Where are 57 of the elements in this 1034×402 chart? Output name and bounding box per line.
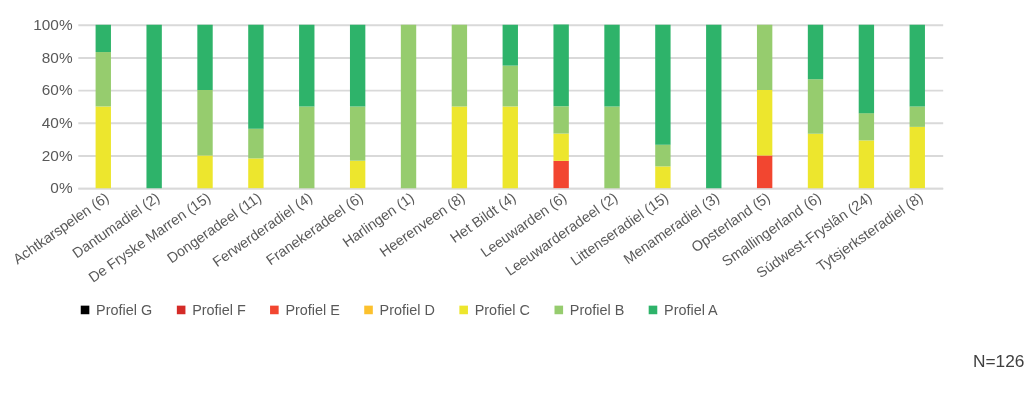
y-tick-label: 40% [41,114,73,132]
bar [807,79,824,134]
bar [858,140,875,189]
bar [349,160,366,189]
bar [655,166,671,189]
bar [756,155,773,189]
bar [197,90,213,156]
bar [553,24,569,107]
bar [299,24,315,107]
bar [807,24,824,80]
bar [706,24,722,189]
bar [604,24,620,107]
y-tick-label: 80% [41,48,73,66]
bar [553,133,569,161]
y-tick-label: 100% [33,16,73,34]
bar [807,133,824,189]
legend-label: Profiel B [569,301,625,318]
bar [248,24,264,129]
legend-label: Profiel C [474,301,530,318]
bar [95,24,111,53]
bar [451,106,468,189]
bar [502,65,518,107]
bar [95,52,111,107]
bar [197,24,213,91]
bar [400,24,417,189]
bar [553,160,569,189]
bar [604,106,620,189]
bar [349,106,366,161]
legend-label: Profiel D [379,301,435,318]
bar [756,24,773,91]
bar [248,128,264,159]
bar [756,90,773,156]
bar [553,106,569,134]
bar [909,24,925,107]
y-tick-label: 0% [50,179,73,197]
bar [502,106,518,189]
legend-label: Profiel G [96,301,153,318]
bar [909,126,925,189]
bar [451,24,468,107]
y-tick-label: 20% [41,146,73,164]
bar [502,24,518,66]
bar [858,24,875,114]
bar [349,24,366,107]
bar [655,24,671,145]
legend-label: Profiel F [192,301,247,318]
legend-label: Profiel E [285,301,340,318]
y-tick-label: 60% [41,81,73,99]
bar [197,155,213,189]
legend-label: Profiel A [664,301,719,318]
bar [858,113,875,141]
bar [655,144,671,167]
bar [299,106,315,189]
bar [248,158,264,189]
bar [95,106,111,189]
bar [146,24,162,189]
bar [909,106,925,127]
text: N=126 [972,350,1025,371]
